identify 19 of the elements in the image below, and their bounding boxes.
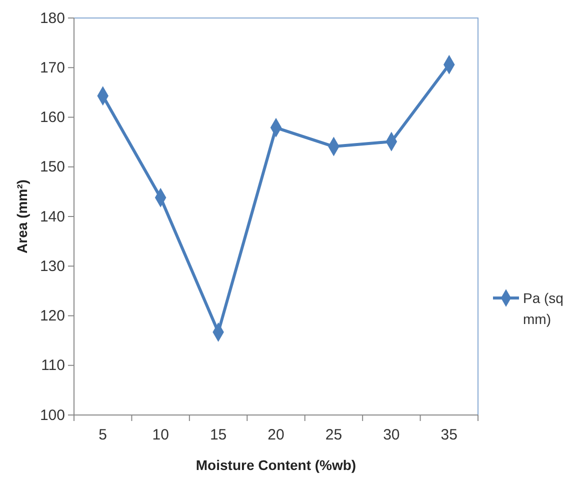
y-axis-title: Area (mm²) bbox=[14, 180, 30, 254]
x-tick-label: 30 bbox=[383, 426, 400, 444]
y-tick-label: 150 bbox=[40, 158, 65, 176]
y-tick-label: 120 bbox=[40, 308, 65, 325]
y-tick-label: 110 bbox=[41, 357, 65, 374]
y-tick-label: 170 bbox=[40, 59, 65, 76]
y-tick-label: 180 bbox=[40, 10, 65, 27]
x-tick-label: 10 bbox=[152, 426, 169, 444]
x-tick-label: 20 bbox=[268, 426, 284, 444]
x-axis-title: Moisture Content (%wb) bbox=[196, 457, 356, 473]
y-tick-label: 100 bbox=[40, 406, 65, 424]
y-tick-label: 140 bbox=[40, 208, 65, 226]
x-tick-label: 15 bbox=[210, 426, 227, 444]
x-tick-label: 25 bbox=[325, 426, 342, 444]
x-tick-label: 5 bbox=[98, 426, 108, 444]
y-tick-label: 160 bbox=[40, 109, 65, 126]
legend-label: Pa (sq mm) bbox=[523, 290, 564, 327]
x-tick-label: 35 bbox=[440, 426, 458, 444]
y-tick-label: 130 bbox=[40, 258, 65, 275]
